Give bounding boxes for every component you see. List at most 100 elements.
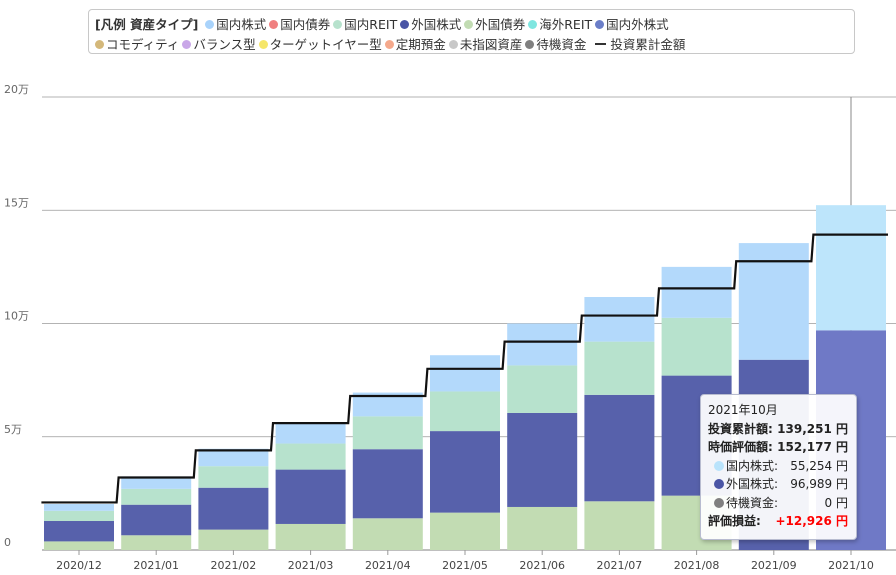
legend-item[interactable]: 国内債券 (269, 14, 330, 33)
legend-dot-icon (333, 20, 343, 29)
bar-segment[interactable] (661, 317, 732, 376)
bar-segment[interactable] (584, 501, 655, 550)
tooltip-profit-row: 評価損益: +12,926 円 (708, 512, 848, 531)
legend-item-label: 国内REIT (344, 17, 398, 32)
bar-segment[interactable] (507, 506, 578, 550)
legend-item-label: 国内債券 (280, 17, 331, 32)
legend-item-label: 国内外株式 (606, 17, 669, 32)
legend-item[interactable]: バランス型 (182, 34, 256, 53)
bar-segment[interactable] (352, 392, 423, 417)
legend-item[interactable]: 待機資金 (525, 34, 586, 53)
legend-item[interactable]: 定期預金 (384, 34, 446, 53)
tooltip-row: 投資累計額: 139,251 円 (708, 420, 848, 439)
bar-segment[interactable] (584, 296, 655, 342)
legend-item[interactable]: 外国債券 (464, 14, 525, 33)
tooltip-row-value: 139,251 円 (777, 421, 848, 436)
tooltip-row-value: 0 円 (824, 495, 848, 510)
legend-dot-icon (269, 20, 279, 29)
legend-row-2: コモディティ バランス型 ターゲットイヤー型 定期預金 未指図資産 待機資金 投資累計金額 (89, 34, 854, 53)
bar-segment[interactable] (352, 449, 423, 519)
tooltip-profit-label: 評価損益: (708, 514, 761, 528)
legend-item-line[interactable]: 投資累計金額 (589, 34, 685, 53)
cumulative-investment-line (41, 233, 888, 504)
tooltip-row-label: 時価評価額: (708, 440, 773, 454)
legend-dot-icon (258, 40, 268, 49)
bar-segment[interactable] (121, 476, 192, 489)
bar-segment[interactable] (584, 341, 655, 395)
bar-segment[interactable] (198, 487, 269, 530)
bar-segment[interactable] (275, 443, 346, 470)
legend-item-label: 待機資金 (536, 37, 587, 52)
legend-item[interactable]: コモディティ (95, 34, 179, 53)
cumulative-investment-step-line (41, 233, 888, 504)
legend-item[interactable]: 国内REIT (333, 14, 397, 33)
bar-segment[interactable] (198, 529, 269, 550)
bar-segment[interactable] (198, 448, 269, 467)
legend-dot-icon (205, 20, 215, 29)
legend-item[interactable]: 海外REIT (528, 14, 592, 33)
legend-item[interactable]: 国内株式 (205, 14, 266, 33)
tooltip-row-label: 投資累計額: (708, 421, 773, 436)
bar-segment[interactable] (275, 469, 346, 524)
bar-segment[interactable] (584, 394, 655, 502)
legend-dot-icon (182, 40, 192, 49)
legend-line-icon (595, 43, 607, 45)
legend-item-label: ターゲットイヤー型 (269, 37, 382, 52)
bar-segment[interactable] (198, 466, 269, 488)
bar-segment[interactable] (507, 323, 578, 366)
bar-segment[interactable] (507, 365, 578, 413)
tooltip-row-value: 96,989 円 (790, 477, 848, 491)
legend-item[interactable]: ターゲットイヤー型 (258, 34, 382, 53)
bar-segment[interactable] (44, 510, 114, 522)
bar-segment[interactable] (738, 243, 809, 360)
legend-item[interactable]: 外国株式 (400, 14, 461, 33)
x-tick-label: 2021/08 (674, 559, 720, 572)
tooltip-row-label: 待機資金: (726, 495, 779, 510)
bar-segment[interactable] (816, 205, 886, 331)
bar-segment[interactable] (430, 512, 500, 550)
legend-item-label: コモディティ (106, 37, 180, 52)
bar-segment[interactable] (275, 422, 346, 444)
tooltip-row-label: 国内株式: (726, 458, 779, 473)
bar-segment[interactable] (430, 391, 500, 432)
bar-segment[interactable] (430, 431, 500, 513)
legend-row-1: [凡例 資産タイプ] 国内株式 国内債券 国内REIT 外国株式 外国債券 海外REIT 国… (89, 14, 854, 33)
bar-segment[interactable] (44, 541, 114, 550)
bar-segment[interactable] (275, 523, 346, 550)
x-tick-label: 2021/05 (442, 559, 488, 572)
legend-title: [凡例 資産タイプ] (95, 17, 199, 32)
tooltip-date: 2021年10月 (708, 403, 778, 417)
bar-segment[interactable] (121, 488, 192, 505)
legend-item-label: 外国株式 (411, 17, 462, 32)
legend-item[interactable]: 未指図資産 (448, 34, 522, 53)
x-tick-label: 2021/03 (288, 559, 334, 572)
legend-dot-icon (525, 40, 535, 49)
bar-segment[interactable] (507, 412, 578, 507)
x-tick-label: 2021/02 (211, 559, 257, 572)
tooltip-row-label: 外国株式: (726, 477, 779, 491)
bar-segment[interactable] (121, 535, 192, 550)
bar-segment[interactable] (661, 266, 732, 318)
tooltip-dot-icon (714, 460, 724, 471)
bar-segment[interactable] (44, 521, 114, 542)
y-tick-label: 5万 (4, 423, 22, 436)
legend-item-label: バランス型 (193, 37, 256, 52)
legend-item-label: 海外REIT (539, 17, 593, 32)
x-tick-label: 2020/12 (56, 559, 102, 572)
bar-segment[interactable] (352, 518, 423, 550)
legend-dot-icon (528, 20, 538, 29)
legend-item-label: 定期預金 (395, 37, 446, 52)
bar-segment[interactable] (352, 416, 423, 450)
y-tick-label: 10万 (4, 310, 29, 323)
bar-segment[interactable] (44, 504, 114, 511)
bar-segment[interactable] (121, 504, 192, 536)
legend-item-label: 国内株式 (216, 17, 267, 32)
legend-dot-icon (595, 20, 605, 29)
legend-item[interactable]: 国内外株式 (595, 14, 669, 33)
legend-dot-icon (400, 20, 410, 29)
bar-segment[interactable] (430, 355, 500, 392)
y-tick-label: 15万 (4, 196, 29, 209)
tooltip-row: 外国株式: 96,989 円 (708, 475, 848, 494)
x-tick-label: 2021/10 (828, 559, 874, 572)
